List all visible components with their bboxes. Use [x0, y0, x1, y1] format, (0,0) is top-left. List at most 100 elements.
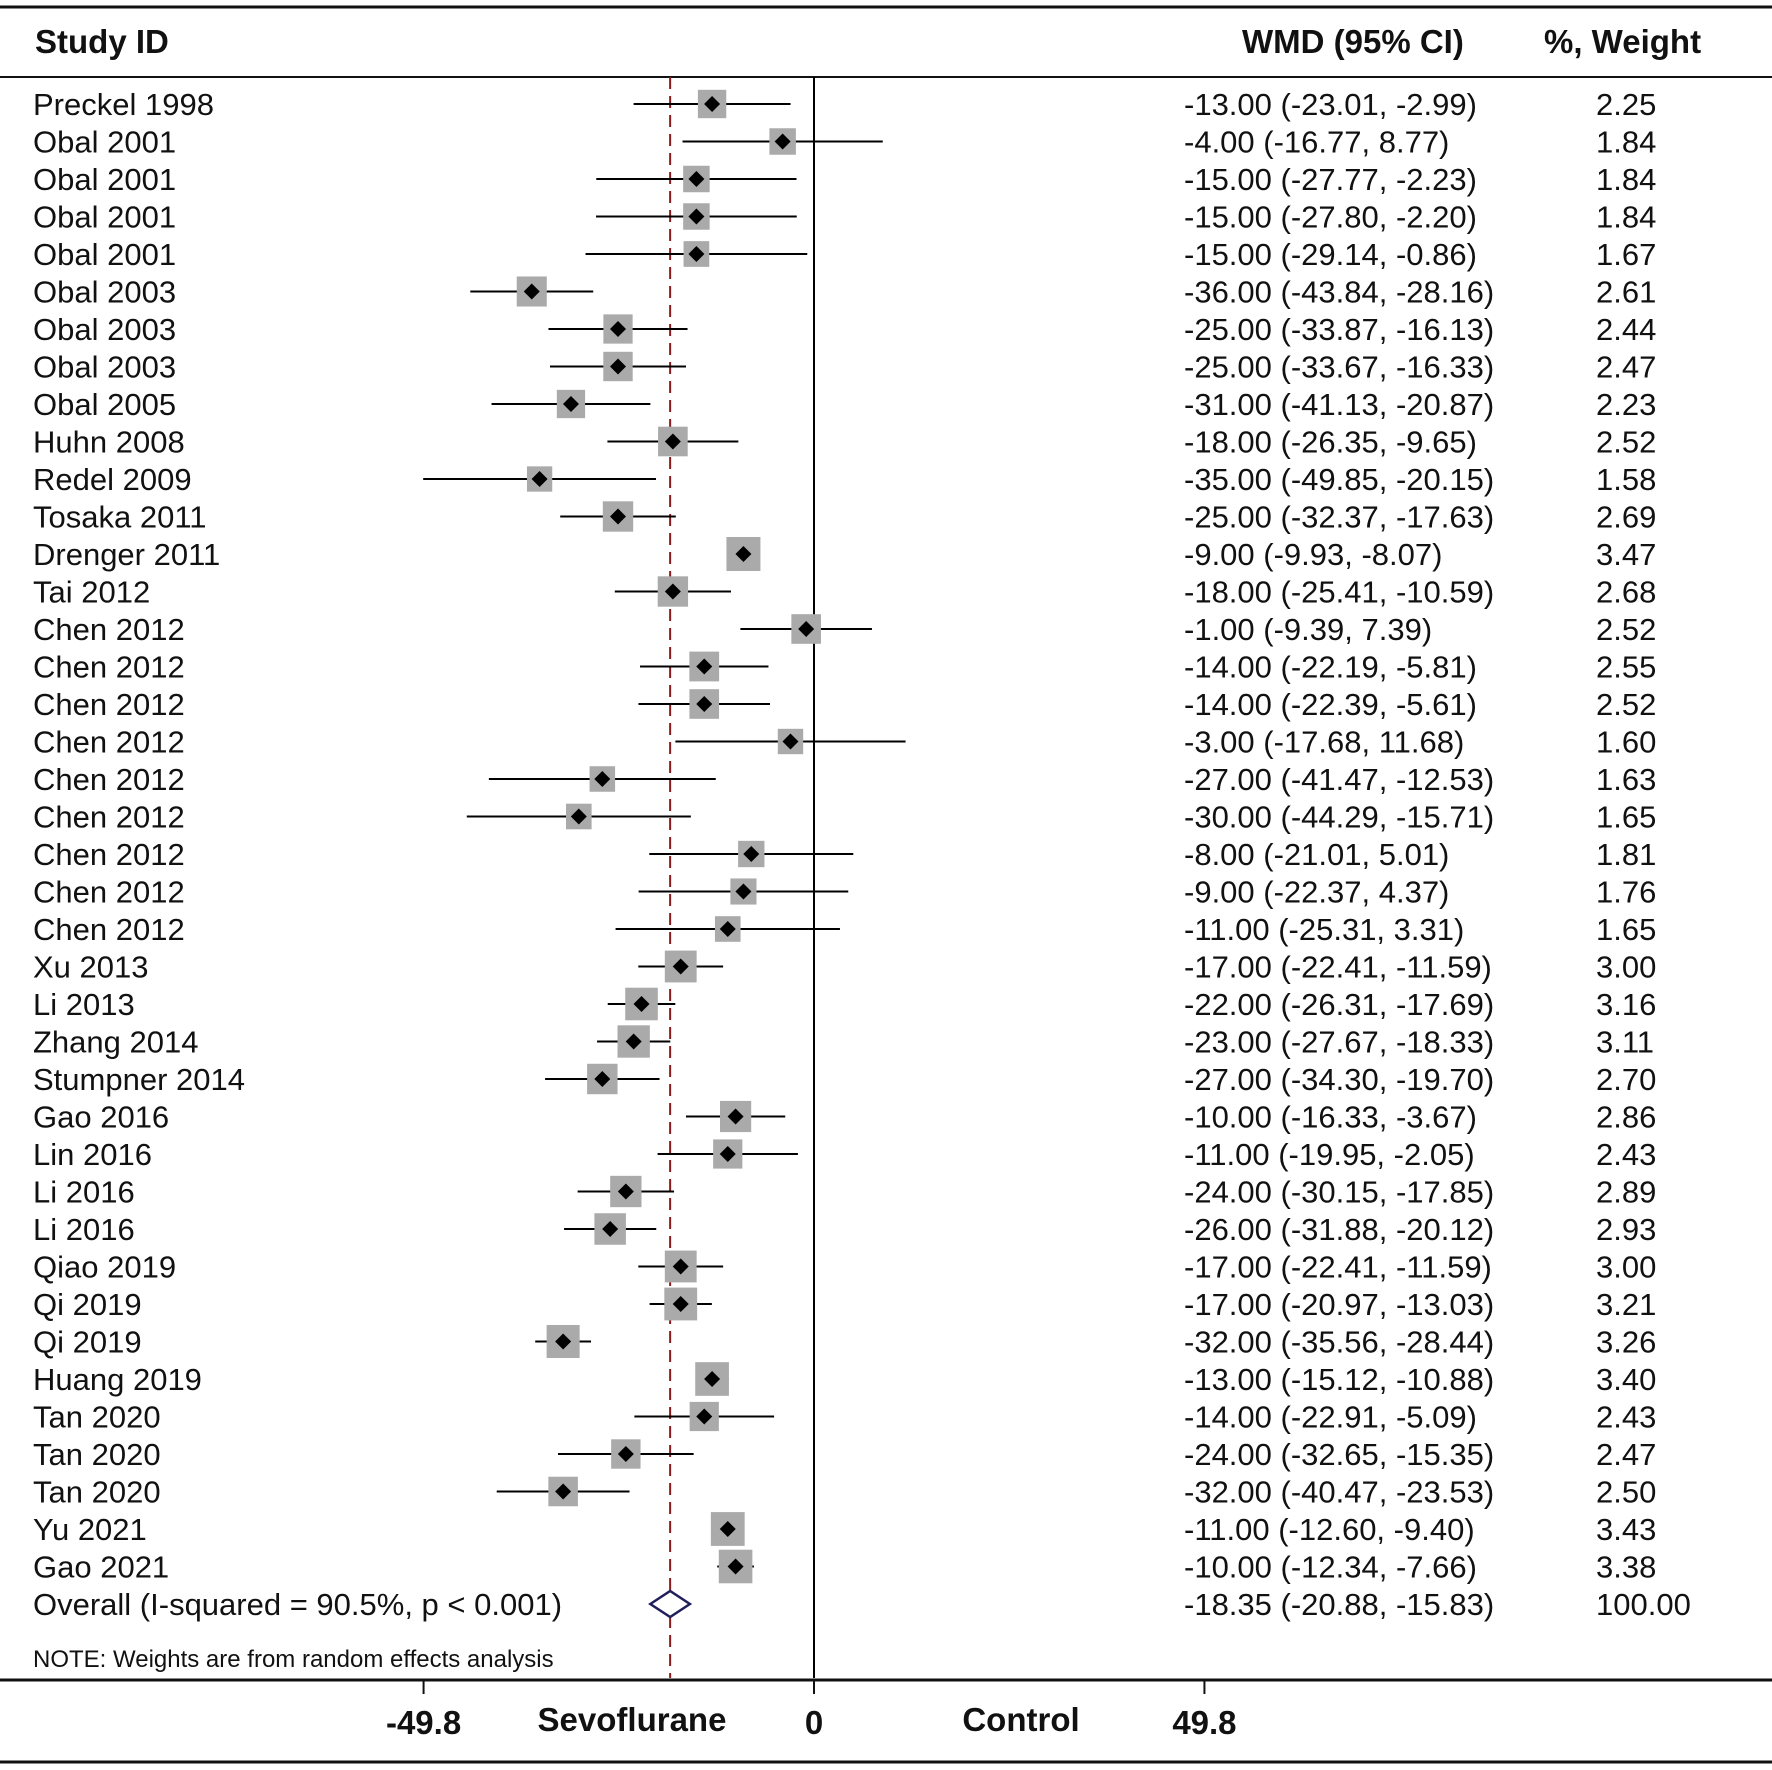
study-label: Li 2016	[33, 1212, 135, 1247]
weight-value: 1.60	[1596, 725, 1656, 760]
effect-ci-value: -9.00 (-9.93, -8.07)	[1184, 537, 1442, 572]
weight-value: 1.67	[1596, 237, 1656, 272]
study-row: Obal 2001 -15.00 (-27.77, -2.23) 1.84	[33, 162, 1656, 197]
study-label: Tan 2020	[33, 1475, 161, 1510]
study-label: Li 2016	[33, 1175, 135, 1210]
weight-value: 2.43	[1596, 1400, 1656, 1435]
weight-value: 3.00	[1596, 950, 1656, 985]
study-row: Obal 2001 -15.00 (-29.14, -0.86) 1.67	[33, 237, 1656, 272]
weight-value: 3.40	[1596, 1362, 1656, 1397]
point-estimate	[610, 508, 626, 525]
point-estimate	[602, 1221, 619, 1237]
study-row: Obal 2003 -25.00 (-33.87, -16.13) 2.44	[33, 312, 1656, 347]
point-estimate	[719, 921, 736, 937]
study-label: Chen 2012	[33, 687, 185, 722]
effect-ci-value: -13.00 (-23.01, -2.99)	[1184, 87, 1477, 122]
axis-tick-label: -49.8	[386, 1704, 461, 1741]
weight-value: 1.76	[1596, 875, 1656, 910]
favours-left-label: Sevoflurane	[538, 1701, 727, 1738]
study-row: Stumpner 2014 -27.00 (-34.30, -19.70) 2.70	[33, 1062, 1656, 1097]
weight-value: 2.61	[1596, 275, 1656, 310]
study-row: Tan 2020 -14.00 (-22.91, -5.09) 2.43	[33, 1400, 1656, 1435]
point-estimate	[727, 1108, 744, 1125]
study-label: Chen 2012	[33, 650, 185, 685]
weight-value: 2.68	[1596, 575, 1656, 610]
study-row: Gao 2016 -10.00 (-16.33, -3.67) 2.86	[33, 1100, 1656, 1135]
weight-value: 2.50	[1596, 1475, 1656, 1510]
study-label: Li 2013	[33, 987, 135, 1022]
effect-ci-value: -23.00 (-27.67, -18.33)	[1184, 1025, 1494, 1060]
point-estimate	[688, 171, 705, 187]
study-label: Qi 2019	[33, 1287, 142, 1322]
study-row: Tan 2020 -24.00 (-32.65, -15.35) 2.47	[33, 1437, 1656, 1472]
study-row: Chen 2012 -3.00 (-17.68, 11.68) 1.60	[33, 725, 1656, 760]
point-estimate	[704, 1371, 721, 1387]
weight-value: 2.52	[1596, 612, 1656, 647]
weight-value: 3.11	[1596, 1025, 1654, 1060]
study-row: Li 2016 -26.00 (-31.88, -20.12) 2.93	[33, 1212, 1656, 1247]
axis-tick-label: 0	[805, 1704, 823, 1741]
weight-value: 2.93	[1596, 1212, 1656, 1247]
study-label: Preckel 1998	[33, 87, 214, 122]
effect-ci-value: -31.00 (-41.13, -20.87)	[1184, 387, 1494, 422]
weight-value: 2.43	[1596, 1137, 1656, 1172]
weights-note: NOTE: Weights are from random effects an…	[33, 1646, 554, 1673]
point-estimate	[562, 396, 579, 412]
study-label: Huang 2019	[33, 1362, 202, 1397]
study-row: Chen 2012 -14.00 (-22.39, -5.61) 2.52	[33, 687, 1656, 722]
effect-ci-value: -17.00 (-20.97, -13.03)	[1184, 1287, 1494, 1322]
reference-lines	[669, 77, 815, 1678]
effect-ci-value: -15.00 (-27.80, -2.20)	[1184, 200, 1477, 235]
point-estimate	[696, 1408, 713, 1425]
study-rows: Preckel 1998 -13.00 (-23.01, -2.99) 2.25Ob…	[33, 87, 1656, 1585]
effect-ci-value: -17.00 (-22.41, -11.59)	[1184, 950, 1492, 985]
study-row: Chen 2012 -30.00 (-44.29, -15.71) 1.65	[33, 800, 1656, 835]
weight-value: 1.84	[1596, 125, 1656, 160]
effect-ci-value: -11.00 (-25.31, 3.31)	[1184, 912, 1464, 947]
study-label: Xu 2013	[33, 950, 149, 985]
point-estimate	[735, 546, 752, 562]
weight-value: 3.43	[1596, 1512, 1656, 1547]
weight-value: 2.52	[1596, 425, 1656, 460]
effect-ci-value: -14.00 (-22.91, -5.09)	[1184, 1400, 1477, 1435]
weight-value: 2.86	[1596, 1100, 1656, 1135]
effect-ci-value: -25.00 (-32.37, -17.63)	[1184, 500, 1494, 535]
weight-value: 2.89	[1596, 1175, 1656, 1210]
study-label: Lin 2016	[33, 1137, 152, 1172]
study-label: Chen 2012	[33, 800, 185, 835]
effect-ci-value: -32.00 (-40.47, -23.53)	[1184, 1475, 1494, 1510]
study-label: Redel 2009	[33, 462, 192, 497]
study-row: Tosaka 2011 -25.00 (-32.37, -17.63) 2.69	[33, 500, 1656, 535]
study-label: Gao 2016	[33, 1100, 169, 1135]
effect-ci-value: -11.00 (-19.95, -2.05)	[1184, 1137, 1475, 1172]
weight-value: 1.84	[1596, 162, 1656, 197]
weight-value: 3.47	[1596, 537, 1656, 572]
point-estimate	[610, 321, 626, 337]
effect-ci-value: -27.00 (-34.30, -19.70)	[1184, 1062, 1494, 1097]
point-estimate	[727, 1558, 744, 1575]
weight-value: 2.70	[1596, 1062, 1656, 1097]
study-row: Tai 2012 -18.00 (-25.41, -10.59) 2.68	[33, 575, 1656, 610]
effect-ci-value: -18.00 (-26.35, -9.65)	[1184, 425, 1477, 460]
point-estimate	[719, 1521, 736, 1537]
weight-value: 1.58	[1596, 462, 1656, 497]
effect-ci-value: -35.00 (-49.85, -20.15)	[1184, 462, 1494, 497]
study-label: Obal 2001	[33, 200, 176, 235]
point-estimate	[555, 1483, 572, 1500]
point-estimate	[672, 958, 689, 975]
overall-effect-ci-value: -18.35 (-20.88, -15.83)	[1184, 1587, 1494, 1622]
study-label: Chen 2012	[33, 912, 185, 947]
weight-value: 2.44	[1596, 312, 1656, 347]
effect-ci-value: -14.00 (-22.39, -5.61)	[1184, 687, 1477, 722]
effect-ci-value: -18.00 (-25.41, -10.59)	[1184, 575, 1494, 610]
favours-right-label: Control	[962, 1701, 1079, 1738]
point-estimate	[798, 621, 815, 637]
x-axis: -49.8 0 49.8 Sevoflurane Control	[386, 1680, 1237, 1741]
study-label: Obal 2003	[33, 312, 176, 347]
weight-value: 2.47	[1596, 1437, 1656, 1472]
weight-value: 2.55	[1596, 650, 1656, 685]
study-row: Obal 2003 -36.00 (-43.84, -28.16) 2.61	[33, 275, 1656, 310]
overall-label: Overall (I-squared = 90.5%, p < 0.001)	[33, 1587, 562, 1622]
effect-ci-value: -24.00 (-30.15, -17.85)	[1184, 1175, 1494, 1210]
study-label: Chen 2012	[33, 612, 185, 647]
